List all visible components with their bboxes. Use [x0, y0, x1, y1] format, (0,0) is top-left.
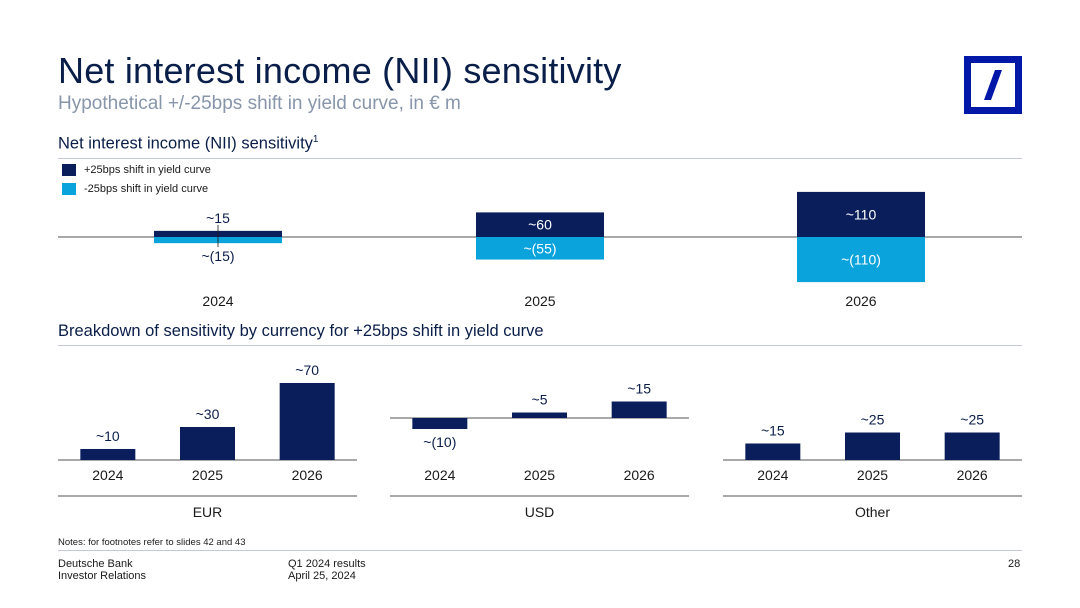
- legend-item-minus25: -25bps shift in yield curve: [62, 183, 208, 195]
- other-label-2026: ~25: [960, 412, 984, 428]
- bottom-chart-title: Breakdown of sensitivity by currency for…: [58, 322, 544, 340]
- other-tick-2026: 2026: [957, 467, 988, 483]
- bar-minus25-2026: [797, 237, 925, 283]
- usd-bar-2026: [611, 401, 667, 418]
- other-label-2025: ~25: [861, 412, 885, 428]
- footer-report: Q1 2024 results April 25, 2024: [288, 558, 366, 582]
- other-bar-2026: [944, 432, 1000, 460]
- other-label-2024: ~15: [761, 423, 785, 439]
- eur-bar-2026: [279, 383, 335, 460]
- tick-label-2024: 2024: [202, 293, 233, 309]
- eur-label-2025: ~30: [196, 406, 220, 422]
- other-category-label: Other: [855, 504, 890, 520]
- other-bar-2025: [845, 432, 900, 460]
- label-plus25-2025: ~60: [528, 217, 552, 233]
- usd-label-2026: ~15: [627, 381, 651, 397]
- usd-label-2024: ~(10): [423, 434, 456, 450]
- eur-tick-2025: 2025: [192, 467, 223, 483]
- label-minus25-2024: ~(15): [201, 248, 234, 264]
- bar-minus25-2025: [476, 237, 604, 260]
- other-bar-2024: [745, 443, 801, 460]
- top-chart-title: Net interest income (NII) sensitivity1: [58, 134, 319, 153]
- legend-swatch-cyan: [62, 183, 76, 195]
- other-tick-2025: 2025: [857, 467, 888, 483]
- eur-label-2026: ~70: [295, 362, 319, 378]
- other-tick-2024: 2024: [757, 467, 788, 483]
- legend-swatch-navy: [62, 164, 76, 176]
- eur-tick-2026: 2026: [292, 467, 323, 483]
- usd-category-label: USD: [525, 504, 555, 520]
- deutsche-bank-logo: [964, 56, 1022, 114]
- page-title: Net interest income (NII) sensitivity: [58, 50, 622, 91]
- usd-tick-2024: 2024: [424, 467, 455, 483]
- bar-plus25-2025: [476, 212, 604, 237]
- bottom-section-rule: [58, 345, 1022, 346]
- notes: Notes: for footnotes refer to slides 42 …: [58, 537, 246, 548]
- eur-category-label: EUR: [193, 504, 223, 520]
- label-plus25-2024: ~15: [206, 210, 230, 226]
- usd-tick-2025: 2025: [524, 467, 555, 483]
- legend-item-plus25: +25bps shift in yield curve: [62, 164, 211, 176]
- usd-bar-2024: [412, 418, 468, 429]
- label-minus25-2026: ~(110): [841, 252, 881, 268]
- usd-label-2025: ~5: [532, 392, 548, 408]
- label-minus25-2025: ~(55): [523, 240, 556, 256]
- label-plus25-2026: ~110: [846, 206, 877, 222]
- tick-label-2025: 2025: [524, 293, 555, 309]
- eur-bar-2025: [180, 427, 235, 460]
- page-subtitle: Hypothetical +/-25bps shift in yield cur…: [58, 93, 461, 114]
- tick-label-2026: 2026: [845, 293, 876, 309]
- top-section-rule: [58, 158, 1022, 159]
- footer-company: Deutsche Bank Investor Relations: [58, 558, 147, 582]
- footer-rule: [58, 550, 1022, 551]
- usd-bar-2025: [512, 412, 567, 418]
- eur-label-2024: ~10: [96, 428, 120, 444]
- bar-plus25-2026: [797, 191, 925, 237]
- eur-bar-2024: [80, 449, 136, 460]
- eur-tick-2024: 2024: [92, 467, 123, 483]
- usd-tick-2026: 2026: [624, 467, 655, 483]
- page-number: 28: [1008, 558, 1021, 570]
